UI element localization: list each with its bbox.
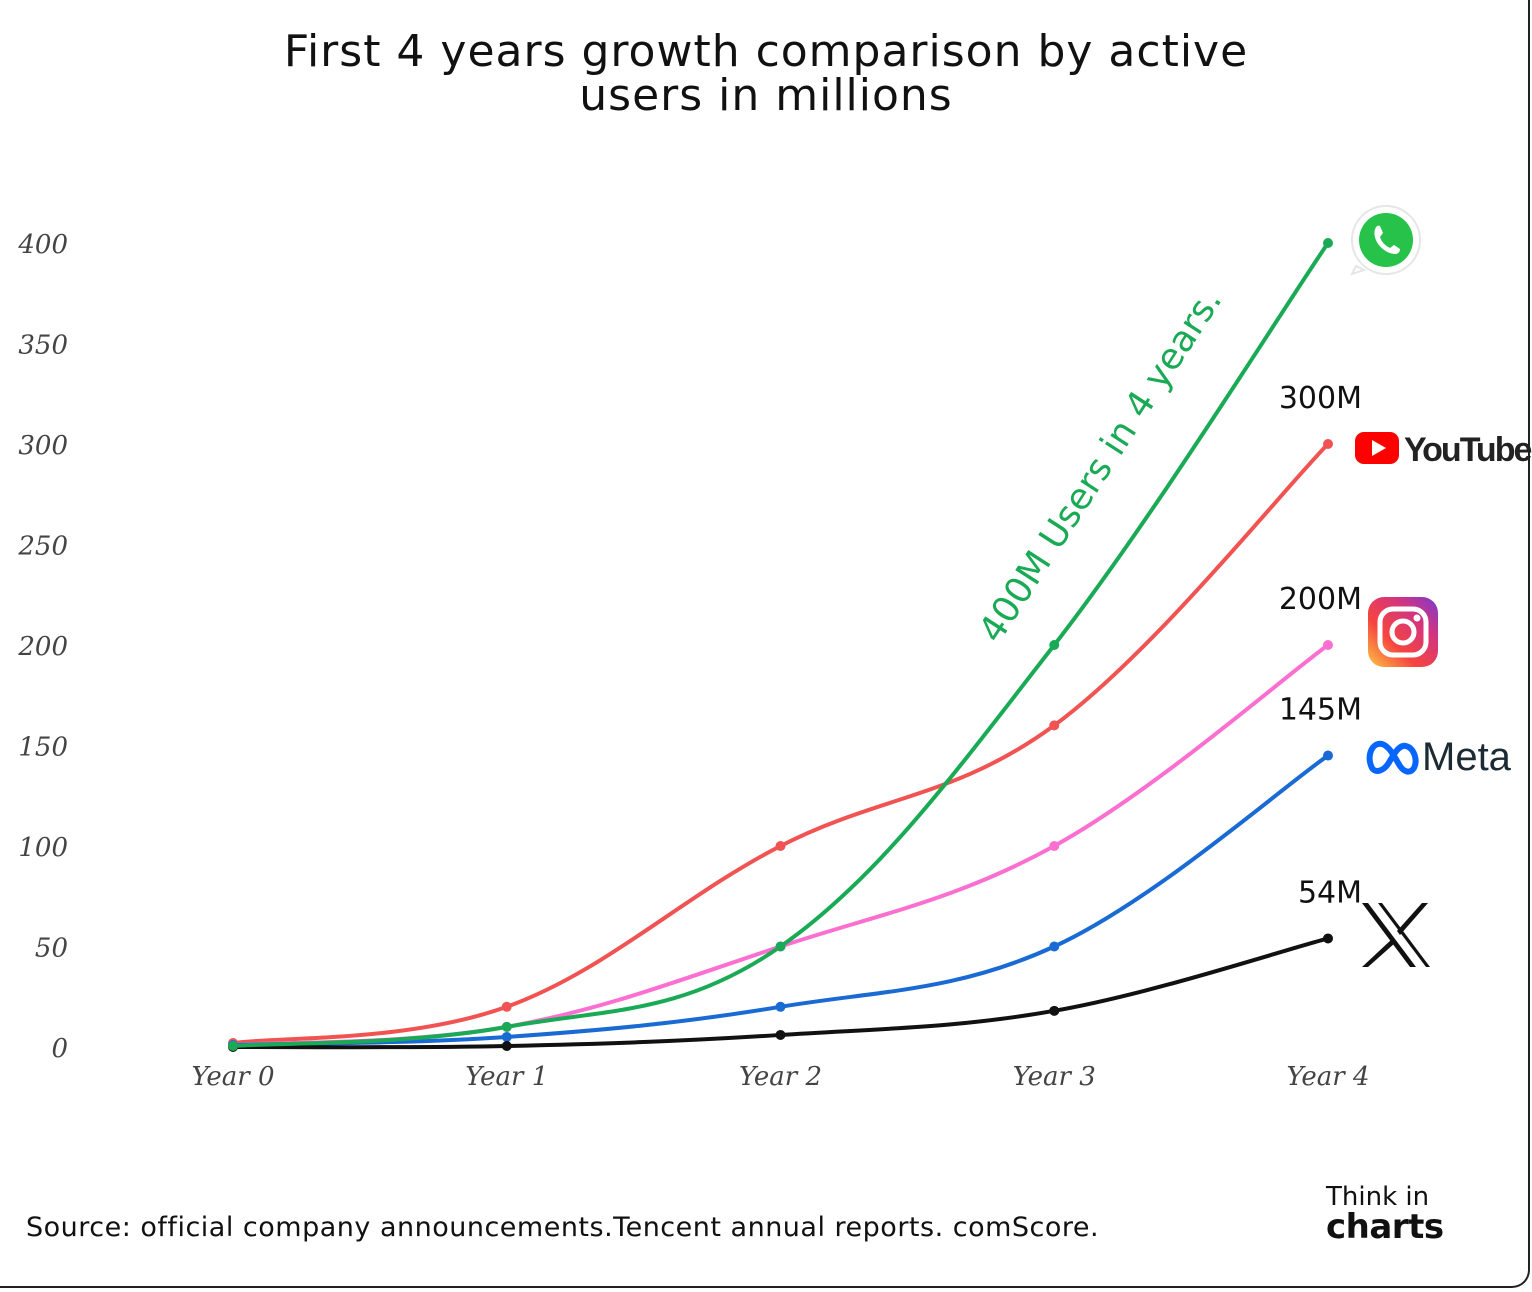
y-tick-label: 100 [18, 833, 68, 863]
end-label-x: 54M [1298, 875, 1362, 910]
title-line-2: users in millions [579, 70, 953, 121]
y-tick-label: 150 [18, 733, 68, 763]
x-tick-label: Year 3 [1013, 1062, 1096, 1092]
x-tick-label: Year 1 [465, 1062, 548, 1092]
end-labels: 300M 200M 145M 54M [1279, 381, 1362, 910]
y-tick-label: 0 [51, 1034, 68, 1064]
y-tick-label: 50 [35, 934, 68, 964]
chart-title: First 4 years growth comparison by activ… [0, 30, 1532, 118]
data-point-whatsapp [775, 941, 786, 952]
brand-logo: Think in charts [1326, 1184, 1444, 1244]
data-point-meta [1049, 941, 1060, 952]
whatsapp-logo [1350, 205, 1421, 276]
series-line-youtube [231, 442, 1330, 1045]
end-label-youtube: 300M [1279, 381, 1362, 416]
data-point-meta [775, 1001, 786, 1012]
y-tick-label: 200 [17, 632, 68, 662]
x-tick-label: Year 2 [739, 1062, 822, 1092]
data-point-whatsapp [228, 1040, 238, 1051]
data-point-instagram [1323, 640, 1333, 650]
data-point-youtube [775, 841, 786, 851]
brand-line-2: charts [1326, 1207, 1444, 1247]
y-axis-ticks: 0 50 100 150 200 250 300 350 400 [17, 230, 68, 1064]
data-point-meta [501, 1031, 512, 1042]
data-point-x [1049, 1005, 1060, 1016]
meta-logo-text: Meta [1422, 735, 1512, 779]
brand-line-1: Think in [1326, 1182, 1430, 1212]
data-point-x [1323, 933, 1333, 944]
data-point-meta [1323, 750, 1333, 761]
meta-logo: Meta [1366, 735, 1512, 779]
data-point-x [501, 1040, 512, 1051]
data-point-instagram [1049, 841, 1060, 851]
x-tick-label: Year 0 [191, 1062, 274, 1092]
y-tick-label: 300 [18, 431, 68, 461]
end-label-meta: 145M [1279, 693, 1362, 728]
youtube-logo: YouTube [1355, 431, 1532, 469]
x-logo [1362, 903, 1430, 967]
series-line-meta [231, 753, 1330, 1047]
youtube-logo-text: YouTube [1404, 431, 1531, 469]
x-axis-ticks: Year 0 Year 1 Year 2 Year 3 Year 4 [191, 1062, 1369, 1092]
data-point-youtube [1323, 439, 1333, 449]
title-line-1: First 4 years growth comparison by activ… [283, 26, 1249, 77]
data-point-whatsapp [1323, 238, 1333, 248]
x-tick-label: Year 4 [1286, 1062, 1369, 1092]
y-tick-label: 250 [17, 532, 68, 562]
data-point-youtube [1049, 720, 1060, 731]
data-point-whatsapp [501, 1021, 512, 1032]
instagram-logo [1368, 597, 1438, 667]
data-point-x [775, 1029, 786, 1040]
end-label-instagram: 200M [1279, 582, 1362, 617]
y-tick-label: 350 [18, 331, 68, 361]
data-point-youtube [501, 1001, 512, 1012]
series-points [228, 238, 1333, 1052]
source-note: Source: official company announcements.T… [26, 1212, 1100, 1243]
series-line-whatsapp [231, 241, 1330, 1048]
y-tick-label: 400 [17, 230, 68, 260]
data-point-whatsapp [1049, 640, 1060, 650]
